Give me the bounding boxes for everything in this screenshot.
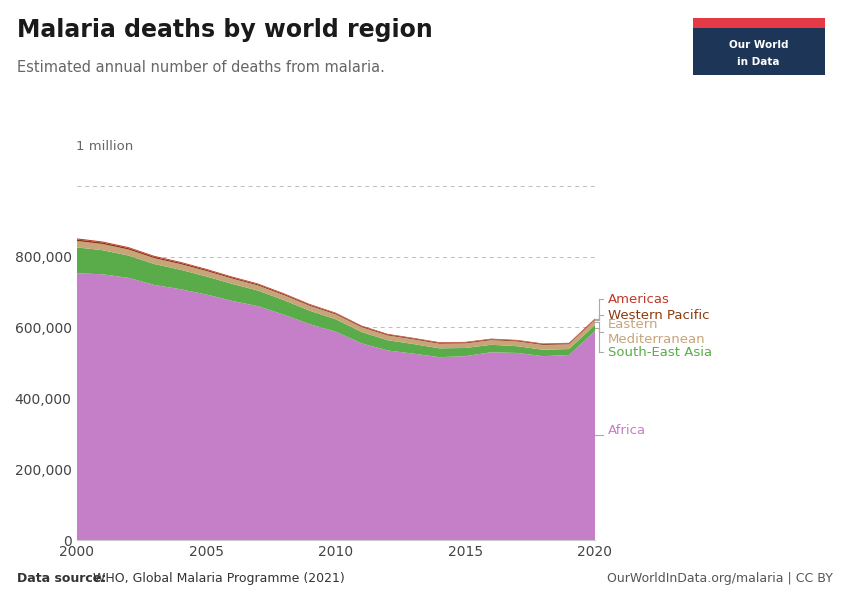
- Text: Africa: Africa: [608, 424, 646, 437]
- Text: Americas: Americas: [608, 293, 670, 305]
- Text: Estimated annual number of deaths from malaria.: Estimated annual number of deaths from m…: [17, 60, 385, 75]
- Text: Eastern
Mediterranean: Eastern Mediterranean: [608, 317, 706, 346]
- Text: WHO, Global Malaria Programme (2021): WHO, Global Malaria Programme (2021): [89, 572, 345, 585]
- Text: Western Pacific: Western Pacific: [608, 308, 710, 322]
- Text: Our World: Our World: [728, 40, 788, 50]
- Bar: [693, 18, 824, 28]
- Text: in Data: in Data: [737, 58, 779, 67]
- Text: 1 million: 1 million: [76, 140, 133, 153]
- FancyBboxPatch shape: [693, 18, 824, 75]
- Text: OurWorldInData.org/malaria | CC BY: OurWorldInData.org/malaria | CC BY: [607, 572, 833, 585]
- Text: Malaria deaths by world region: Malaria deaths by world region: [17, 18, 433, 42]
- Text: Data source:: Data source:: [17, 572, 106, 585]
- Text: South-East Asia: South-East Asia: [608, 346, 712, 359]
